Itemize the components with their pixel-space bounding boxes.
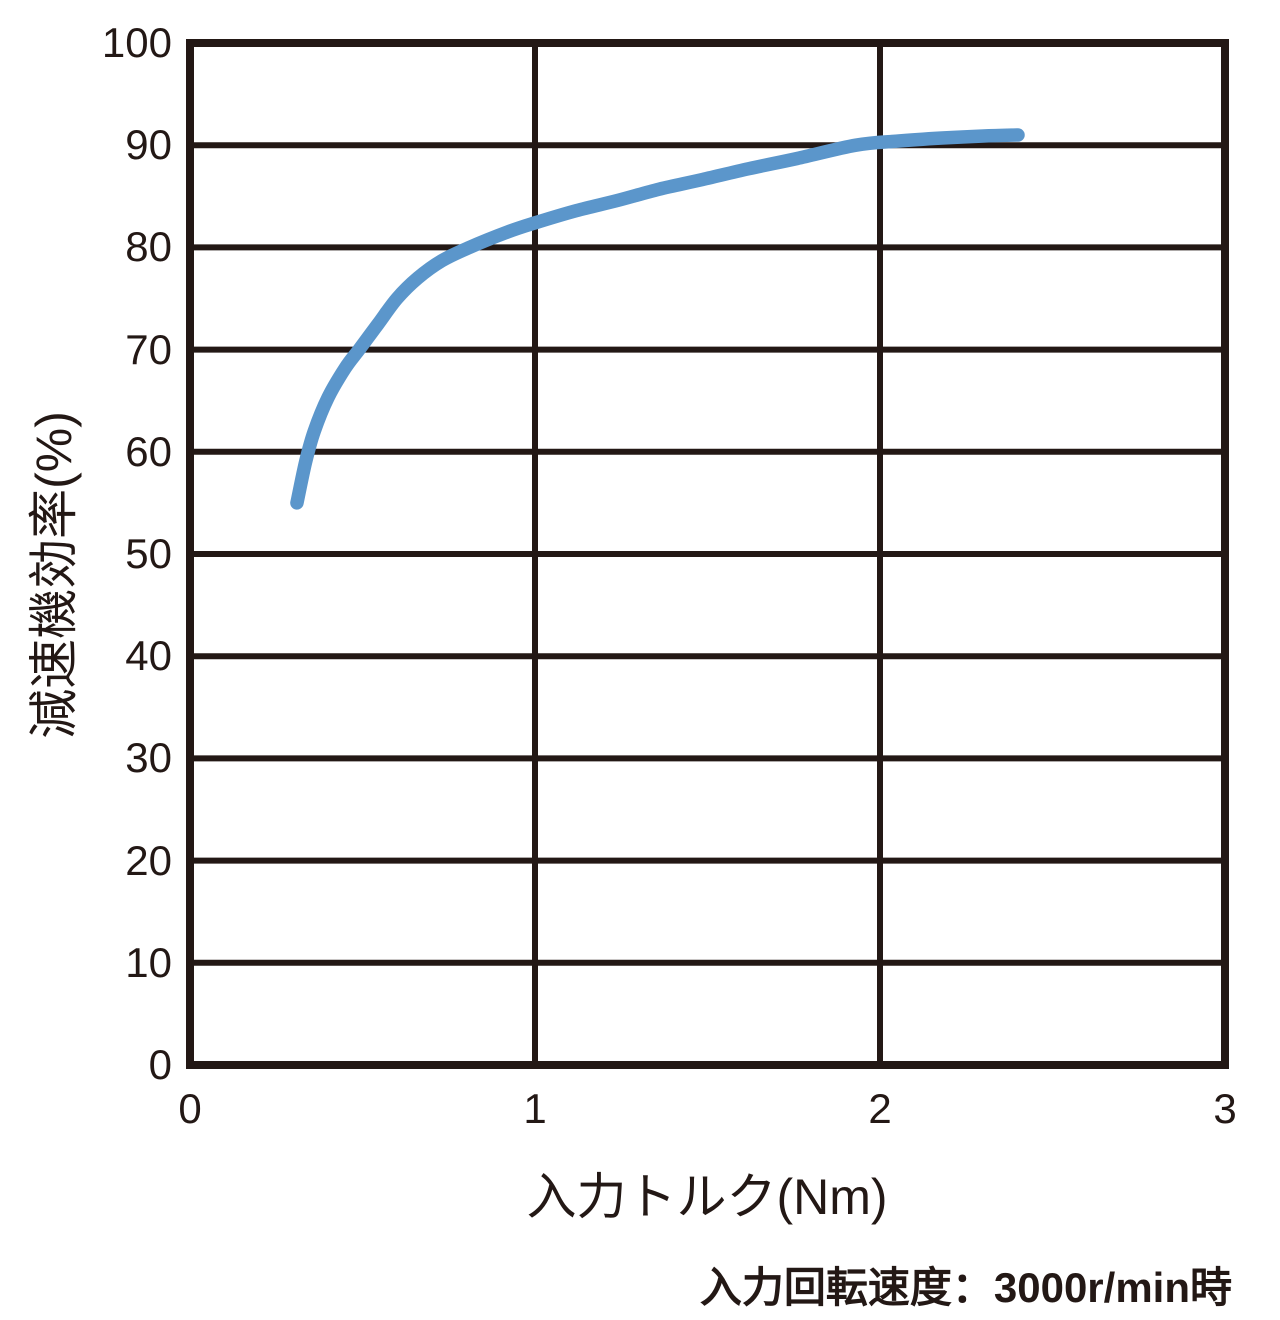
x-axis-title: 入力トルク(Nm) [526,1169,888,1225]
y-tick-label: 100 [101,19,172,66]
y-tick-label: 30 [125,734,172,782]
y-tick-label: 20 [125,836,172,884]
x-tick-label: 1 [523,1085,547,1132]
condition-note: 入力回転速度：3000r/min時 [699,1264,1232,1311]
y-tick-label: 40 [125,632,172,680]
y-tick-label: 80 [125,223,172,271]
y-tick-label: 70 [125,325,172,373]
y-tick-label: 50 [125,530,172,577]
x-tick-label: 3 [1213,1085,1237,1132]
plot-border [186,39,1229,1069]
y-tick-label: 0 [148,1041,172,1088]
y-tick-label: 60 [125,427,172,475]
y-tick-label: 90 [125,121,172,169]
x-tick-label: 2 [868,1085,892,1132]
x-tick-label: 0 [178,1085,202,1132]
y-tick-label: 10 [125,938,172,986]
efficiency-curve [290,128,1025,510]
y-axis-title: 減速機効率(%) [26,411,82,739]
